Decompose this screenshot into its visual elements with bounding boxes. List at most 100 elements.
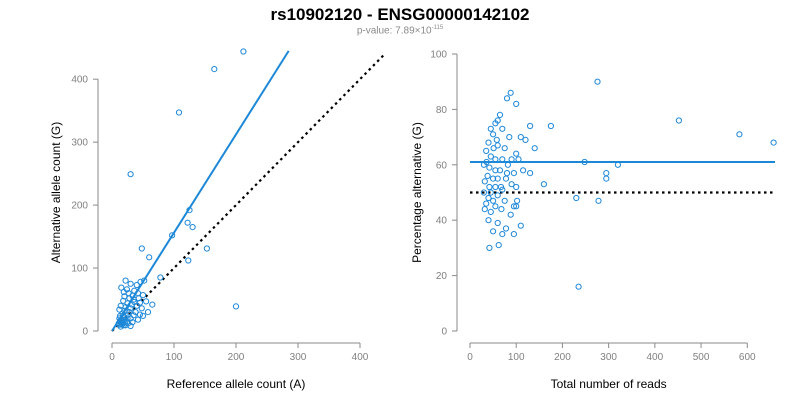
data-point (185, 257, 192, 264)
x-axis-label: Reference allele count (A) (167, 377, 306, 391)
data-point (513, 183, 520, 191)
x-tick-label: 100 (508, 352, 525, 363)
data-point (486, 244, 493, 251)
data-point (498, 206, 505, 213)
allele-count-scatter-panel: 0 100 200 300 400 0 100 200 300 400 Reference alle… (49, 48, 386, 391)
data-point (517, 222, 524, 229)
data-point (490, 228, 497, 235)
data-point (131, 298, 138, 306)
data-point (490, 175, 497, 182)
data-point (503, 95, 511, 102)
chart-title: rs10902120 - ENSG00000142102 (270, 5, 530, 24)
data-point (133, 281, 140, 289)
data-point (149, 301, 156, 308)
data-point (497, 183, 505, 191)
x-tick-label: 200 (554, 352, 571, 363)
data-point (127, 305, 134, 312)
data-point (127, 171, 134, 178)
x-tick-label: 400 (352, 352, 369, 363)
data-point (135, 295, 142, 302)
y-tick-label: 60 (436, 160, 448, 171)
x-tick-label: 200 (228, 352, 245, 363)
data-point (487, 153, 494, 160)
y-tick-label: 20 (436, 271, 448, 282)
data-point (499, 125, 506, 132)
data-point (138, 245, 145, 252)
data-point (490, 131, 497, 138)
fit-line (111, 50, 290, 332)
data-point (139, 312, 147, 319)
data-point (603, 175, 610, 182)
y-tick-label: 80 (436, 105, 448, 116)
data-point (501, 145, 508, 152)
x-tick-label: 0 (109, 352, 115, 363)
data-point (120, 288, 127, 296)
data-point (481, 178, 488, 185)
x-tick-label: 300 (290, 352, 307, 363)
data-point (124, 315, 131, 322)
data-point (141, 277, 148, 284)
data-point (495, 242, 502, 249)
data-point (490, 197, 497, 204)
data-point (522, 136, 529, 143)
y-tick-label: 40 (436, 216, 448, 227)
y-tick-label: 400 (71, 75, 88, 86)
data-point (240, 48, 247, 55)
p-value-text: p-value: 7.89×10 (356, 25, 432, 37)
data-point (138, 305, 145, 312)
data-point (503, 170, 511, 177)
data-point (184, 219, 191, 226)
data-point (675, 117, 683, 124)
data-point (483, 147, 490, 154)
data-point (487, 125, 494, 132)
data-point (486, 183, 493, 191)
data-point (483, 200, 490, 207)
data-point (502, 175, 510, 182)
data-point (484, 172, 491, 179)
x-tick-label: 400 (647, 352, 664, 363)
y-tick-label: 300 (71, 138, 88, 149)
data-point (146, 254, 153, 261)
data-point (494, 192, 501, 199)
data-point (575, 283, 582, 290)
data-point (502, 225, 510, 232)
y-tick-label: 0 (441, 327, 447, 338)
data-point (527, 170, 534, 177)
data-point (123, 319, 131, 326)
y-axis-label: Alternative allele count (G) (49, 122, 63, 263)
data-point (492, 167, 499, 174)
x-axis-label: Total number of reads (551, 377, 667, 391)
data-point (127, 322, 134, 330)
data-point (496, 111, 504, 119)
data-point (134, 316, 142, 323)
data-point (203, 245, 210, 252)
data-point (496, 167, 504, 174)
data-point (770, 139, 777, 146)
data-point (492, 183, 499, 191)
data-point (143, 298, 150, 305)
data-point (603, 170, 610, 177)
x-tick-label: 300 (600, 352, 617, 363)
data-point (485, 194, 492, 202)
data-point (232, 303, 240, 310)
data-point (513, 150, 520, 157)
y-axis-label: Percentage alternative (G) (410, 122, 424, 263)
data-point (144, 309, 152, 316)
x-tick-label: 100 (166, 352, 183, 363)
data-point (573, 194, 580, 202)
data-point (492, 120, 499, 127)
data-point (594, 78, 601, 85)
data-point (506, 134, 513, 141)
p-value-exponent: -115 (431, 25, 444, 31)
data-point (127, 280, 134, 287)
data-point (513, 100, 520, 108)
y-tick-label: 200 (71, 201, 88, 212)
x-tick-label: 600 (739, 352, 756, 363)
data-point (157, 274, 164, 281)
data-point (547, 122, 555, 130)
data-point (211, 66, 218, 73)
data-point (175, 109, 183, 116)
data-point (510, 170, 518, 177)
data-point (490, 145, 497, 152)
data-point (486, 164, 493, 171)
